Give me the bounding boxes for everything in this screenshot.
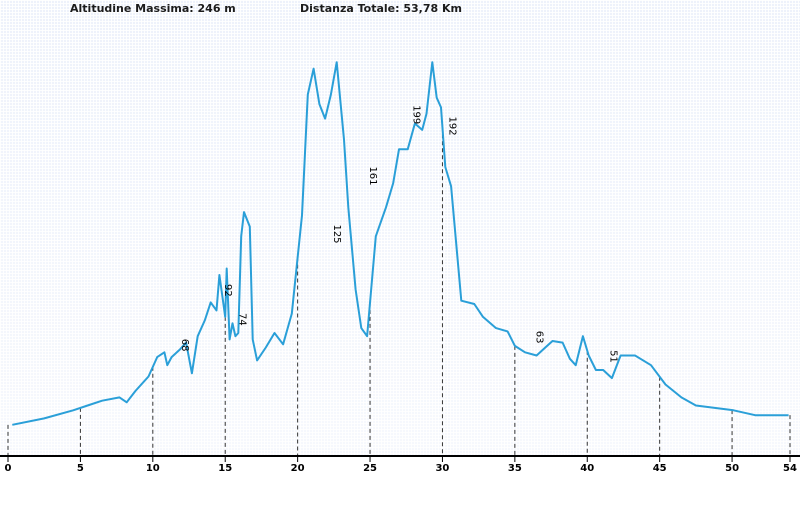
- elevation-line: [12, 61, 789, 426]
- elevation-label-0: 68: [179, 339, 190, 352]
- tick-label-25: 25: [363, 463, 377, 474]
- tick-label-35: 35: [508, 463, 522, 474]
- elevation-label-6: 192: [447, 116, 458, 135]
- tick-label-40: 40: [580, 463, 594, 474]
- tick-label-30: 30: [435, 463, 449, 474]
- tick-label-15: 15: [218, 463, 232, 474]
- elevation-label-1: 92: [222, 284, 233, 297]
- elevation-label-5: 199: [410, 105, 421, 124]
- tick-label-0: 0: [5, 463, 12, 474]
- max-altitude-label: Altitudine Massima: 246 m: [70, 2, 236, 15]
- tick-label-54: 54: [783, 463, 797, 474]
- elevation-label-8: 51: [607, 350, 618, 363]
- elevation-series: [12, 61, 789, 426]
- tick-label-5: 5: [77, 463, 84, 474]
- x-axis-ticks: 0 5 10 15 20 25 30 35 40 45 50 54: [5, 456, 797, 474]
- total-distance-label: Distanza Totale: 53,78 Km: [300, 2, 462, 15]
- axis-strip: [0, 456, 800, 514]
- tick-label-10: 10: [146, 463, 160, 474]
- tick-label-20: 20: [291, 463, 305, 474]
- elevation-labels: 68 92 74 125 161 199 192 63 51: [179, 105, 619, 363]
- elevation-label-4: 161: [367, 166, 378, 185]
- tick-label-45: 45: [653, 463, 667, 474]
- tick-guide-lines: [7, 127, 791, 456]
- elevation-label-7: 63: [534, 331, 545, 344]
- elevation-label-3: 125: [331, 224, 342, 243]
- chart-header: Altitudine Massima: 246 m Distanza Total…: [0, 2, 800, 18]
- tick-label-50: 50: [725, 463, 739, 474]
- elevation-label-2: 74: [237, 313, 248, 326]
